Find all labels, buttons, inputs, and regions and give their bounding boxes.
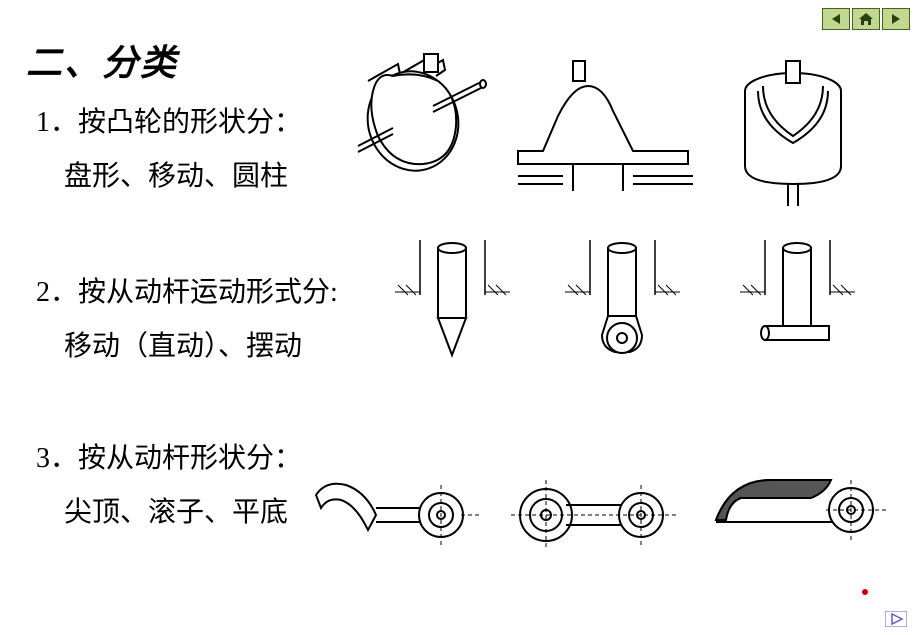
item1-heading: 1．按凸轮的形状分： [36, 100, 302, 140]
page-title: 二、分类 [26, 34, 178, 86]
play-icon [885, 611, 907, 627]
item1-subtext: 盘形、移动、圆柱 [64, 154, 302, 194]
classification-item-2: 2．按从动杆运动形式分: 移动（直动）、摆动 [36, 270, 338, 364]
triangle-left-icon [829, 12, 843, 26]
diagram-follower-shapes [306, 450, 896, 570]
triangle-right-icon [889, 12, 903, 26]
classification-item-3: 3．按从动杆形状分： 尖顶、滚子、平底 [36, 436, 302, 530]
home-icon [858, 12, 874, 26]
classification-item-1: 1．按凸轮的形状分： 盘形、移动、圆柱 [36, 100, 302, 194]
item2-subtext: 移动（直动）、摆动 [64, 324, 338, 364]
nav-next-button[interactable] [882, 8, 910, 30]
play-button[interactable] [882, 609, 910, 629]
red-dot-marker [862, 589, 868, 595]
nav-prev-button[interactable] [822, 8, 850, 30]
item3-subtext: 尖顶、滚子、平底 [64, 490, 302, 530]
diagram-follower-motion [390, 240, 880, 375]
diagram-cam-shapes [338, 46, 878, 206]
nav-home-button[interactable] [852, 8, 880, 30]
item3-heading: 3．按从动杆形状分： [36, 436, 302, 476]
item2-heading: 2．按从动杆运动形式分: [36, 270, 338, 310]
nav-controls [822, 8, 910, 30]
